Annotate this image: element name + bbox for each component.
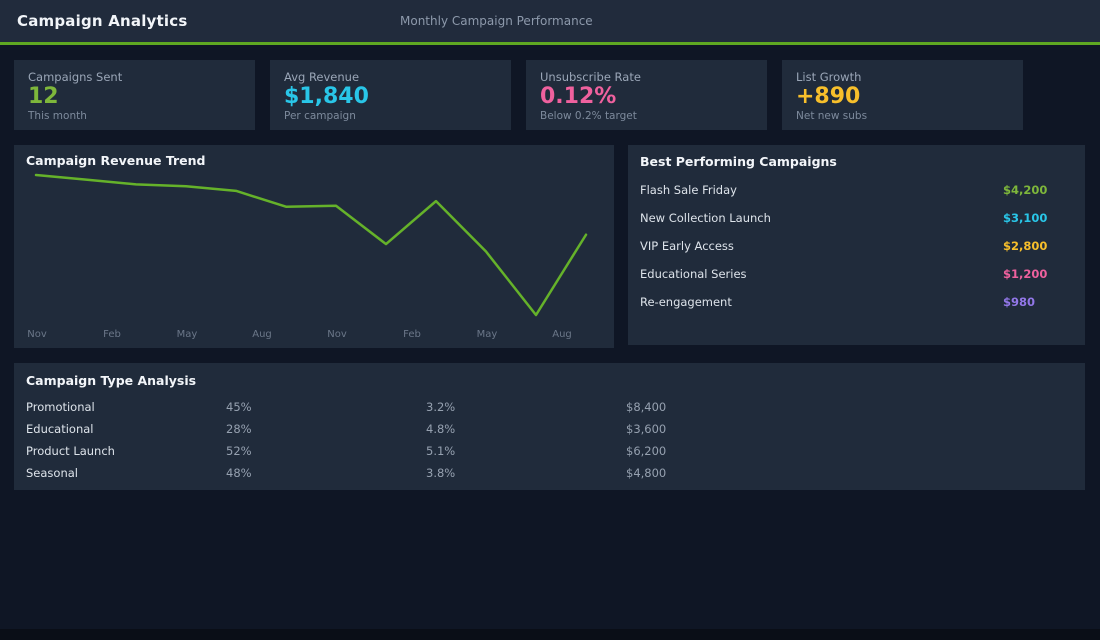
stat-value: +890 [796,84,861,109]
trend-line [34,173,588,317]
stat-label: List Growth [796,70,862,84]
campaign-name: New Collection Launch [640,211,771,225]
best-campaigns-panel: Best Performing Campaigns Flash Sale Fri… [628,145,1085,345]
campaign-revenue: $2,800 [1003,239,1048,253]
app-header: Campaign Analytics Monthly Campaign Perf… [0,0,1100,45]
type-revenue-cell: $8,400 [626,400,667,414]
stat-label: Unsubscribe Rate [540,70,641,84]
type-pct2-cell: 4.8% [426,422,456,436]
stat-card: Avg Revenue $1,840 Per campaign [270,60,511,130]
campaign-revenue: $1,200 [1003,267,1048,281]
campaign-name: Flash Sale Friday [640,183,737,197]
campaign-revenue: $980 [1003,295,1036,309]
campaign-revenue: $4,200 [1003,183,1048,197]
campaign-list-item: Re-engagement $980 [640,288,1073,316]
type-pct1-cell: 48% [226,466,252,480]
window-bottom-edge [0,629,1100,640]
campaign-list-item: Flash Sale Friday $4,200 [640,176,1073,204]
stat-value: 0.12% [540,84,617,109]
stat-sublabel: Below 0.2% target [540,110,637,122]
table-row: Seasonal 48% 3.8% $4,800 [26,462,1073,484]
campaign-list-item: New Collection Launch $3,100 [640,204,1073,232]
chart-title: Campaign Revenue Trend [26,153,206,168]
x-axis-tick-label: May [177,329,198,340]
type-name-cell: Educational [26,422,94,436]
type-pct1-cell: 28% [226,422,252,436]
type-analysis-title: Campaign Type Analysis [26,373,197,388]
stat-sublabel: This month [28,110,87,122]
type-revenue-cell: $6,200 [626,444,667,458]
x-axis-tick-label: Aug [552,329,572,340]
stat-card: Campaigns Sent 12 This month [14,60,255,130]
campaign-revenue: $3,100 [1003,211,1048,225]
stat-label: Campaigns Sent [28,70,123,84]
revenue-trend-panel: Campaign Revenue Trend Nov Feb May Aug Nov Fe… [14,145,614,348]
x-axis-tick-label: Nov [327,329,347,340]
campaign-name: VIP Early Access [640,239,734,253]
table-row: Promotional 45% 3.2% $8,400 [26,396,1073,418]
type-revenue-cell: $4,800 [626,466,667,480]
type-name-cell: Promotional [26,400,95,414]
x-axis-tick-label: Feb [103,329,121,340]
x-axis-tick-label: Feb [403,329,421,340]
stat-value: 12 [28,84,59,109]
page-title: Campaign Analytics [17,12,188,30]
stat-value: $1,840 [284,84,369,109]
type-analysis-panel: Campaign Type Analysis Promotional 45% 3… [14,363,1085,490]
best-campaigns-title: Best Performing Campaigns [640,154,837,169]
best-campaigns-list: Flash Sale Friday $4,200 New Collection … [640,176,1073,316]
type-analysis-table: Promotional 45% 3.2% $8,400 Educational … [26,396,1073,484]
x-axis-tick-label: May [477,329,498,340]
type-pct1-cell: 45% [226,400,252,414]
stat-sublabel: Per campaign [284,110,356,122]
stat-card: List Growth +890 Net new subs [782,60,1023,130]
type-revenue-cell: $3,600 [626,422,667,436]
stat-label: Avg Revenue [284,70,360,84]
type-name-cell: Product Launch [26,444,115,458]
type-pct2-cell: 5.1% [426,444,456,458]
campaign-name: Re-engagement [640,295,732,309]
stats-row: Campaigns Sent 12 This month Avg Revenue… [14,60,1023,130]
x-axis-tick-label: Aug [252,329,272,340]
type-pct2-cell: 3.8% [426,466,456,480]
campaign-name: Educational Series [640,267,747,281]
page-subtitle: Monthly Campaign Performance [400,14,593,28]
stat-card: Unsubscribe Rate 0.12% Below 0.2% target [526,60,767,130]
table-row: Product Launch 52% 5.1% $6,200 [26,440,1073,462]
x-axis-tick-label: Nov [27,329,47,340]
table-row: Educational 28% 4.8% $3,600 [26,418,1073,440]
type-pct1-cell: 52% [226,444,252,458]
type-name-cell: Seasonal [26,466,78,480]
type-pct2-cell: 3.2% [426,400,456,414]
stat-sublabel: Net new subs [796,110,868,122]
campaign-list-item: Educational Series $1,200 [640,260,1073,288]
campaign-list-item: VIP Early Access $2,800 [640,232,1073,260]
revenue-trend-chart: Nov Feb May Aug Nov Feb May Aug [27,173,588,340]
